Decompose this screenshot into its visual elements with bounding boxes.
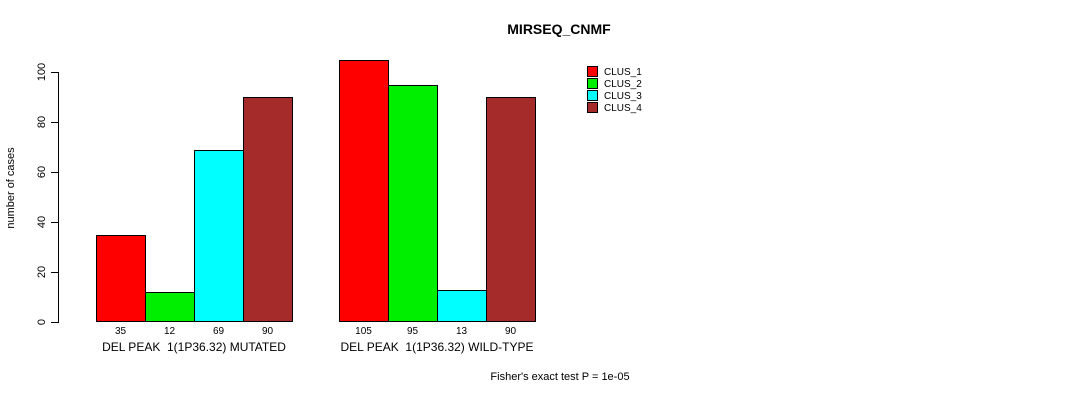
y-axis-tick-label: 100 [36,62,48,82]
y-axis-tick [51,322,58,323]
y-axis-tick [51,172,58,173]
bar-value-label: 35 [114,326,127,337]
y-axis-tick [51,222,58,223]
group-label: DEL PEAK 1(1P36.32) MUTATED [102,340,286,354]
chart-title: MIRSEQ_CNMF [507,21,611,37]
bar-clus-2-mutated [145,292,195,322]
bar-value-label: 13 [455,326,468,337]
legend-swatch-icon [587,102,598,113]
footnote: Fisher's exact test P = 1e-05 [490,371,630,383]
legend-label: CLUS_4 [604,103,642,114]
bar-clus-1-mutated [96,234,146,322]
legend-label: CLUS_3 [604,91,642,102]
y-axis-tick-label: 80 [36,115,48,129]
bar-value-label: 95 [406,326,419,337]
bar-value-label: 90 [504,326,517,337]
y-axis-tick [51,122,58,123]
legend-label: CLUS_1 [604,67,642,78]
y-axis-tick-label: 20 [36,265,48,279]
y-axis-tick-label: 60 [36,165,48,179]
bar-clus-4-mutated [243,97,293,322]
bar-value-label: 69 [212,326,225,337]
y-axis-tick [51,72,58,73]
bar-clus-2-wild-type [388,84,438,322]
bar-clus-4-wild-type [486,97,536,322]
bar-value-label: 90 [261,326,274,337]
group-label: DEL PEAK 1(1P36.32) WILD-TYPE [340,340,534,354]
bar-clus-3-wild-type [437,289,487,322]
y-axis-tick-label: 0 [36,318,48,326]
y-axis-label: number of cases [5,147,17,229]
legend-swatch-icon [587,78,598,89]
y-axis-tick-label: 40 [36,215,48,229]
y-axis-line [58,72,59,323]
legend-swatch-icon [587,90,598,101]
bar-clus-1-wild-type [339,59,389,322]
bar-value-label: 105 [355,326,372,337]
legend-swatch-icon [587,66,598,77]
bar-clus-3-mutated [194,149,244,322]
y-axis-tick [51,272,58,273]
bar-value-label: 12 [163,326,176,337]
legend-label: CLUS_2 [604,79,642,90]
